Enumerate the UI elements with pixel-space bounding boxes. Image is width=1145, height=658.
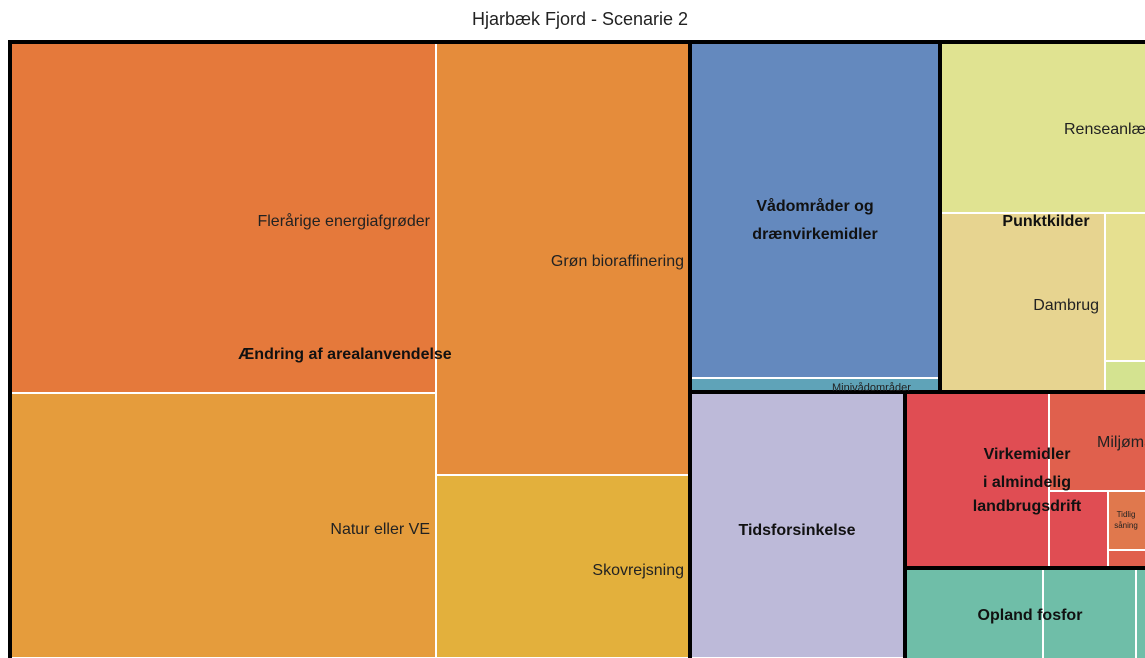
group-label: Vådområder og <box>756 197 873 215</box>
tile <box>10 42 437 394</box>
tile <box>690 42 940 379</box>
group-label: drænvirkemidler <box>752 226 877 243</box>
tile <box>1135 568 1145 658</box>
tile-label: Miljømajs <box>1097 434 1145 451</box>
group-border <box>903 566 1145 658</box>
tile <box>690 392 906 658</box>
tile-label: Dambrug <box>1033 297 1099 314</box>
group-label: i almindelig <box>983 474 1071 491</box>
group-label: Opland fosfor <box>978 607 1083 624</box>
tile <box>1104 212 1145 362</box>
group-label: Virkemidler <box>984 446 1071 463</box>
tile-label: Skovrejsning <box>592 562 684 579</box>
tile-label: Natur eller VE <box>330 521 430 538</box>
tile-label: såning <box>1114 521 1138 530</box>
tile-label: Flerårige energiafgrøder <box>257 212 430 230</box>
tile-label: Minivådområder <box>832 382 911 394</box>
tile <box>435 474 690 658</box>
tile <box>1042 568 1137 658</box>
tile <box>940 42 1145 214</box>
tile <box>905 392 1050 569</box>
chart-title: Hjarbæk Fjord - Scenarie 2 <box>472 9 688 29</box>
tile <box>1104 360 1145 393</box>
group-label: landbrugsdrift <box>973 498 1082 515</box>
tile-label: Tidlig <box>1117 510 1136 519</box>
group-label: Punktkilder <box>1002 213 1089 230</box>
tile <box>1107 549 1145 569</box>
tile <box>1107 490 1145 551</box>
tile <box>1048 490 1109 569</box>
tile-label: Renseanlæg <box>1064 121 1145 138</box>
group-label: Tidsforsinkelse <box>738 522 855 539</box>
tile <box>940 212 1106 393</box>
tile <box>10 392 437 658</box>
tile-label: Grøn bioraffinering <box>551 253 684 270</box>
group-label: Ændring af arealanvendelse <box>238 346 452 363</box>
